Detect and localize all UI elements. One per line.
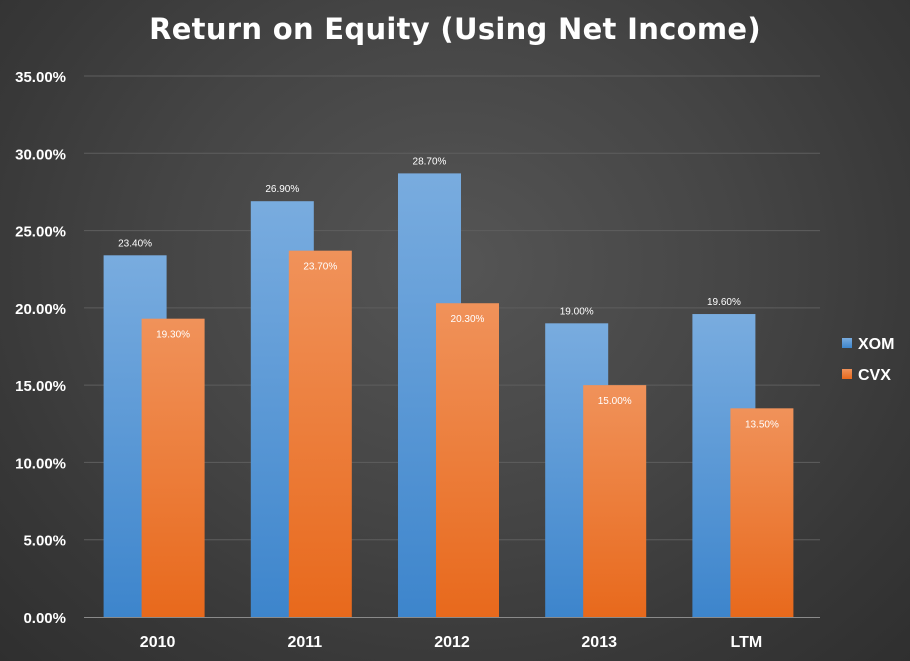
data-label: 23.70% — [303, 262, 337, 273]
bar-cvx-2011 — [288, 250, 352, 617]
legend-label-xom: XOM — [858, 336, 894, 353]
y-tick-label: 15.00% — [15, 378, 66, 395]
x-tick-label: 2012 — [434, 634, 470, 651]
bar-cvx-2012 — [436, 303, 499, 617]
bar-cvx-ltm — [730, 408, 794, 617]
legend-label-cvx: CVX — [858, 367, 891, 384]
y-axis: 0.00% 5.00% 10.00% 15.00% 20.00% 25.00% 30.00%… — [15, 69, 66, 627]
x-tick-label: 2010 — [140, 634, 176, 651]
data-label: 26.90% — [265, 184, 299, 195]
legend-swatch-cvx — [842, 369, 852, 379]
chart-title: Return on Equity (Using Net Income) — [149, 12, 761, 46]
data-label: 19.30% — [156, 330, 190, 341]
data-label: 23.40% — [118, 238, 152, 249]
data-label: 28.70% — [413, 156, 447, 167]
y-tick-label: 20.00% — [15, 301, 66, 318]
x-tick-label: 2011 — [287, 634, 322, 651]
data-label: 19.60% — [707, 297, 741, 308]
y-tick-label: 10.00% — [15, 455, 66, 472]
data-label: 13.50% — [745, 419, 779, 430]
bars: 23.40% 19.30% 26.90% 23.70% 28.70% 20.30% 19.0… — [103, 156, 794, 617]
y-tick-label: 0.00% — [23, 610, 66, 627]
y-tick-label: 5.00% — [23, 533, 66, 550]
legend-swatch-xom — [842, 338, 852, 348]
x-tick-label: LTM — [731, 634, 763, 651]
data-label: 15.00% — [598, 396, 632, 407]
bar-cvx-2010 — [141, 318, 205, 617]
y-tick-label: 25.00% — [15, 224, 66, 241]
y-tick-label: 35.00% — [15, 69, 66, 86]
bar-cvx-2013 — [583, 385, 647, 617]
y-tick-label: 30.00% — [15, 146, 66, 163]
legend: XOM CVX — [842, 336, 894, 384]
data-label: 20.30% — [451, 314, 485, 325]
data-label: 19.00% — [560, 306, 594, 317]
x-axis: 2010 2011 2012 2013 LTM — [84, 617, 820, 651]
x-tick-label: 2013 — [581, 634, 617, 651]
